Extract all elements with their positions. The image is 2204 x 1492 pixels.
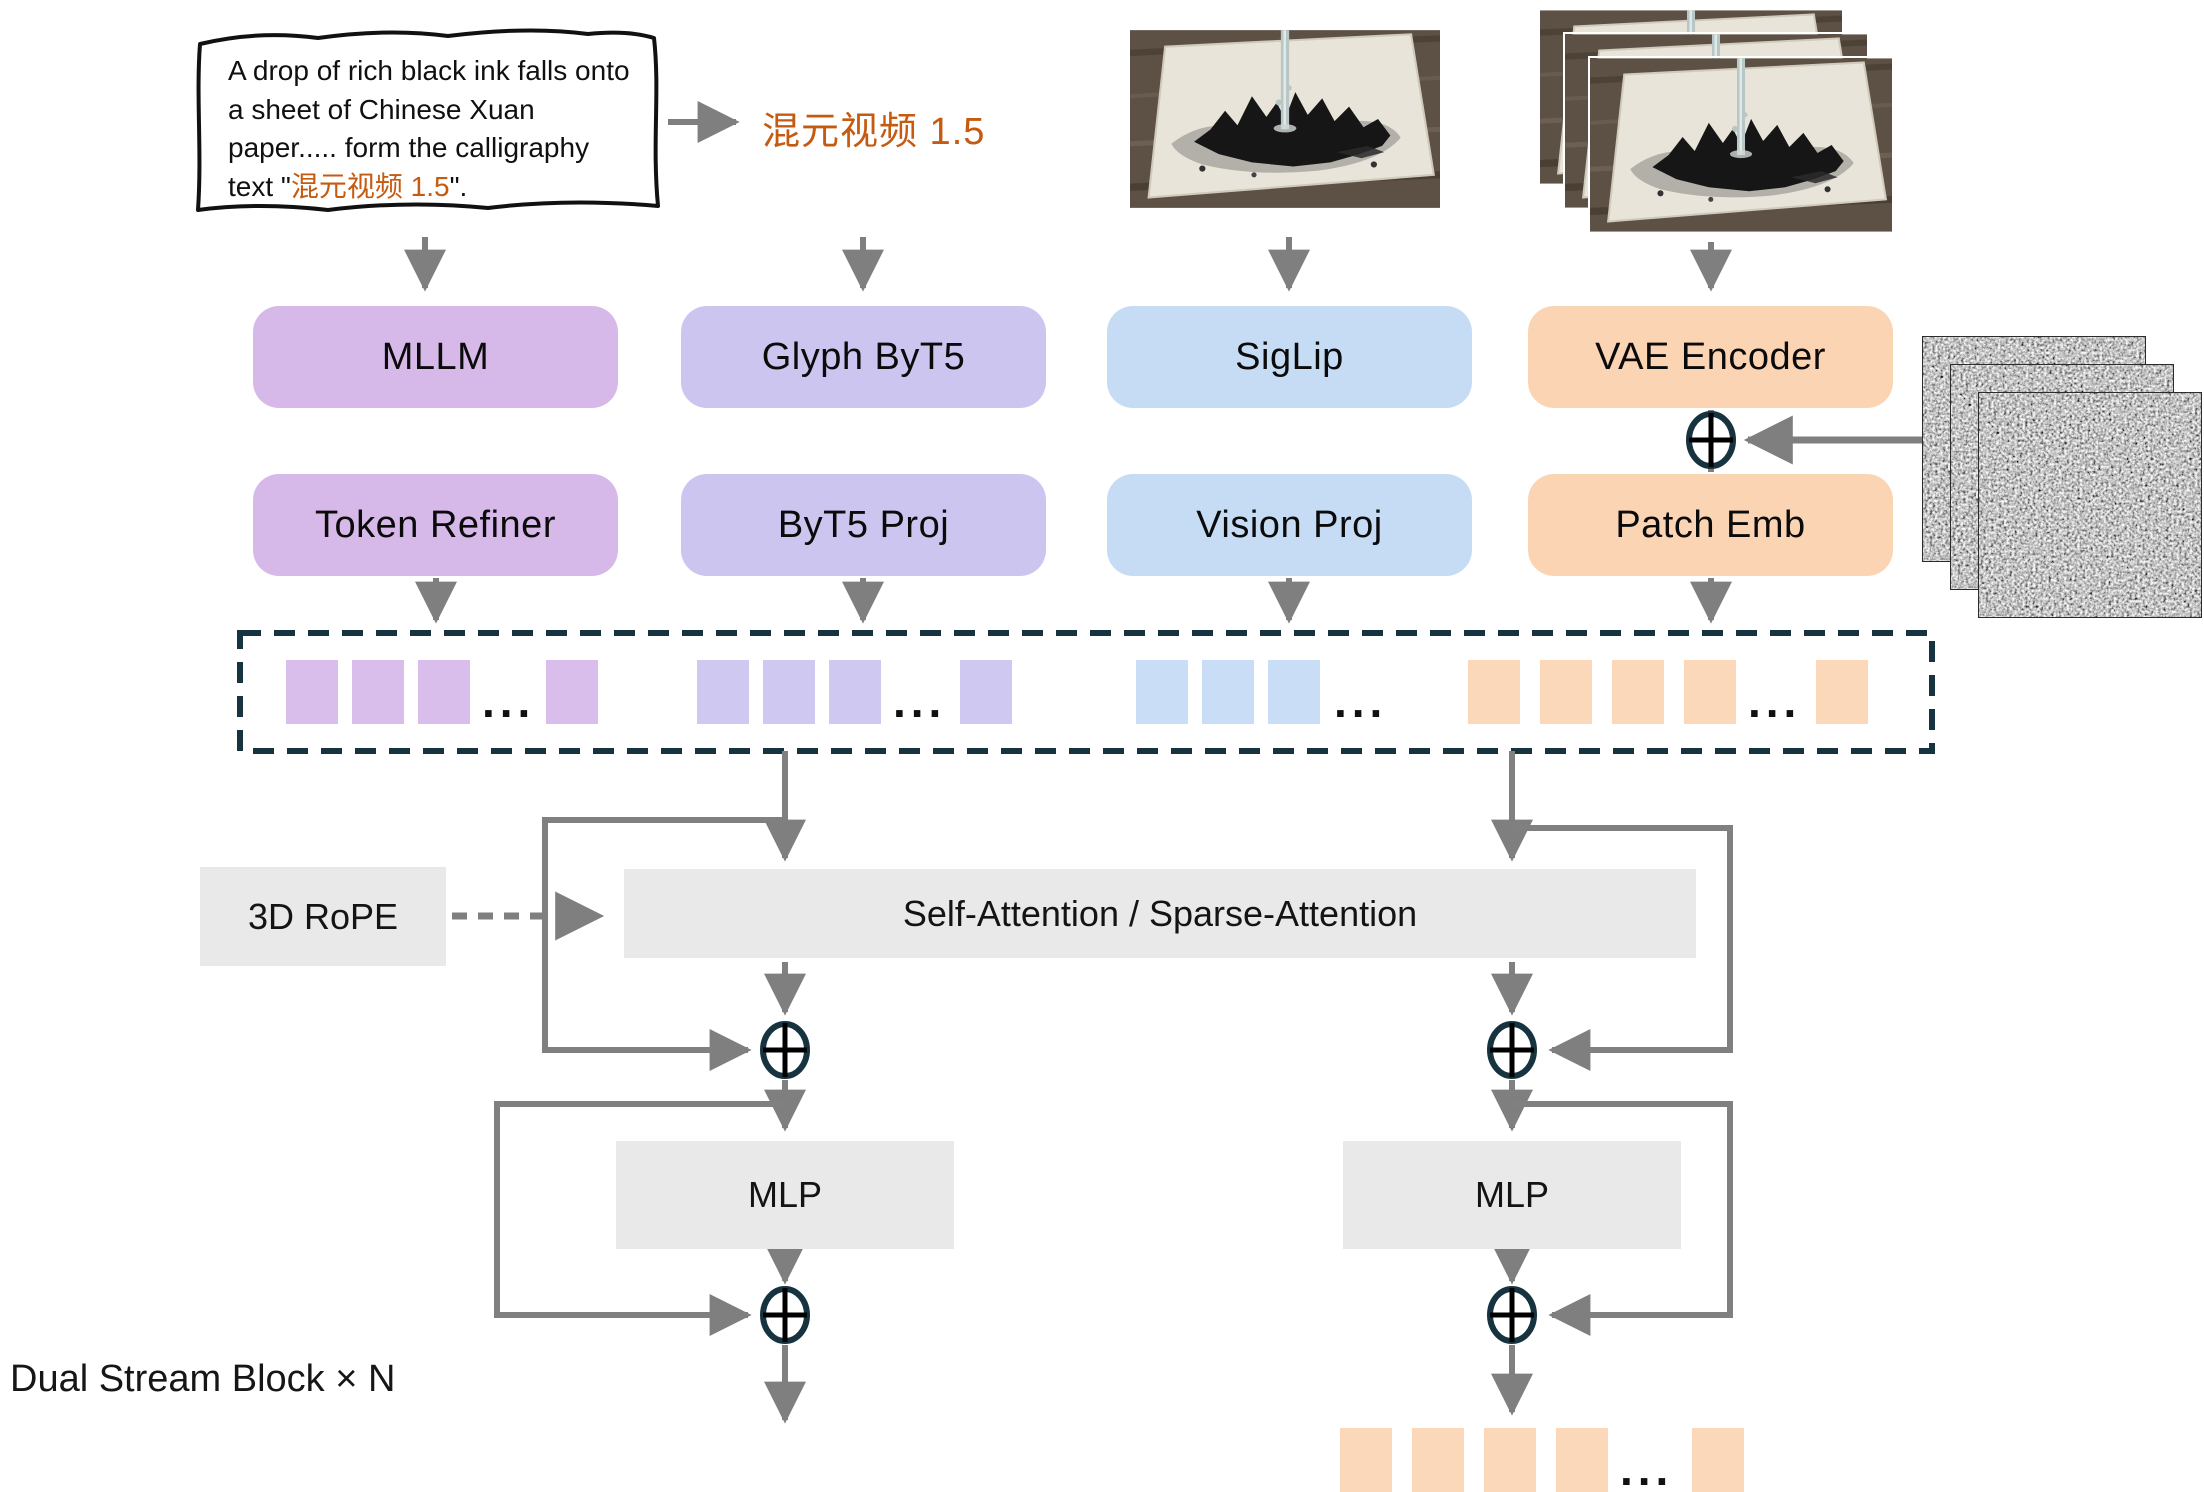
token — [1136, 660, 1188, 724]
mllm-box: MLLM — [253, 306, 618, 408]
ellipsis: ... — [1748, 675, 1802, 727]
token — [960, 660, 1012, 724]
token — [352, 660, 404, 724]
prompt-text-part1: A drop of rich black ink falls onto a sh… — [228, 55, 630, 202]
token — [1692, 1428, 1744, 1492]
byt5-proj-box: ByT5 Proj — [681, 474, 1046, 576]
token-refiner-box: Token Refiner — [253, 474, 618, 576]
token — [829, 660, 881, 724]
noise-image — [1978, 392, 2202, 618]
dual-stream-block-label: Dual Stream Block × N — [10, 1358, 396, 1400]
token — [1202, 660, 1254, 724]
sketch-border — [196, 28, 660, 212]
vae-encoder-box: VAE Encoder — [1528, 306, 1893, 408]
plus-circle-icon — [1486, 1020, 1538, 1080]
mlp-left-label: MLP — [747, 1174, 823, 1215]
prompt-text: A drop of rich black ink falls onto a sh… — [228, 52, 636, 207]
ellipsis: ... — [1334, 675, 1388, 727]
attention-box: Self-Attention / Sparse-Attention — [624, 869, 1696, 958]
vae-encoder-label: VAE Encoder — [1595, 335, 1826, 378]
token — [1340, 1428, 1392, 1492]
video-frames-stack — [1538, 8, 1894, 242]
glyph-caption: 混元视频 1.5 — [762, 111, 986, 153]
vision-proj-label: Vision Proj — [1196, 503, 1383, 546]
token — [1540, 660, 1592, 724]
token — [697, 660, 749, 724]
token — [1468, 660, 1520, 724]
glyph-byt5-box: Glyph ByT5 — [681, 306, 1046, 408]
ellipsis: ... — [893, 675, 947, 727]
plus-circle-icon — [1486, 1285, 1538, 1345]
token — [546, 660, 598, 724]
video-frame — [1588, 56, 1894, 234]
token — [1268, 660, 1320, 724]
mlp-right-box: MLP — [1343, 1141, 1681, 1249]
token — [763, 660, 815, 724]
ellipsis: ... — [1620, 1443, 1674, 1492]
token — [1612, 660, 1664, 724]
token — [1484, 1428, 1536, 1492]
patch-emb-box: Patch Emb — [1528, 474, 1893, 576]
vision-proj-box: Vision Proj — [1107, 474, 1472, 576]
plus-circle-icon — [759, 1285, 811, 1345]
siglip-label: SigLip — [1235, 335, 1344, 378]
prompt-note: A drop of rich black ink falls onto a sh… — [188, 22, 670, 222]
token — [1412, 1428, 1464, 1492]
mllm-label: MLLM — [381, 335, 490, 378]
patch-emb-label: Patch Emb — [1615, 503, 1806, 546]
token — [1816, 660, 1868, 724]
plus-circle-icon — [1685, 410, 1737, 470]
prompt-text-part2: ". — [449, 170, 468, 202]
token — [1556, 1428, 1608, 1492]
mlp-left-box: MLP — [616, 1141, 954, 1249]
rope-label: 3D RoPE — [247, 895, 399, 937]
token-refiner-label: Token Refiner — [315, 503, 556, 546]
ellipsis: ... — [482, 675, 536, 727]
plus-circle-icon — [759, 1020, 811, 1080]
siglip-box: SigLip — [1107, 306, 1472, 408]
token — [286, 660, 338, 724]
glyph-byt5-label: Glyph ByT5 — [761, 335, 966, 378]
reference-image — [1130, 30, 1440, 208]
mlp-right-label: MLP — [1474, 1174, 1550, 1215]
prompt-text-highlight: 混元视频 1.5 — [290, 170, 450, 202]
token — [418, 660, 470, 724]
attention-label: Self-Attention / Sparse-Attention — [902, 892, 1418, 934]
token — [1684, 660, 1736, 724]
byt5-proj-label: ByT5 Proj — [777, 503, 950, 546]
rope-box: 3D RoPE — [200, 867, 446, 966]
